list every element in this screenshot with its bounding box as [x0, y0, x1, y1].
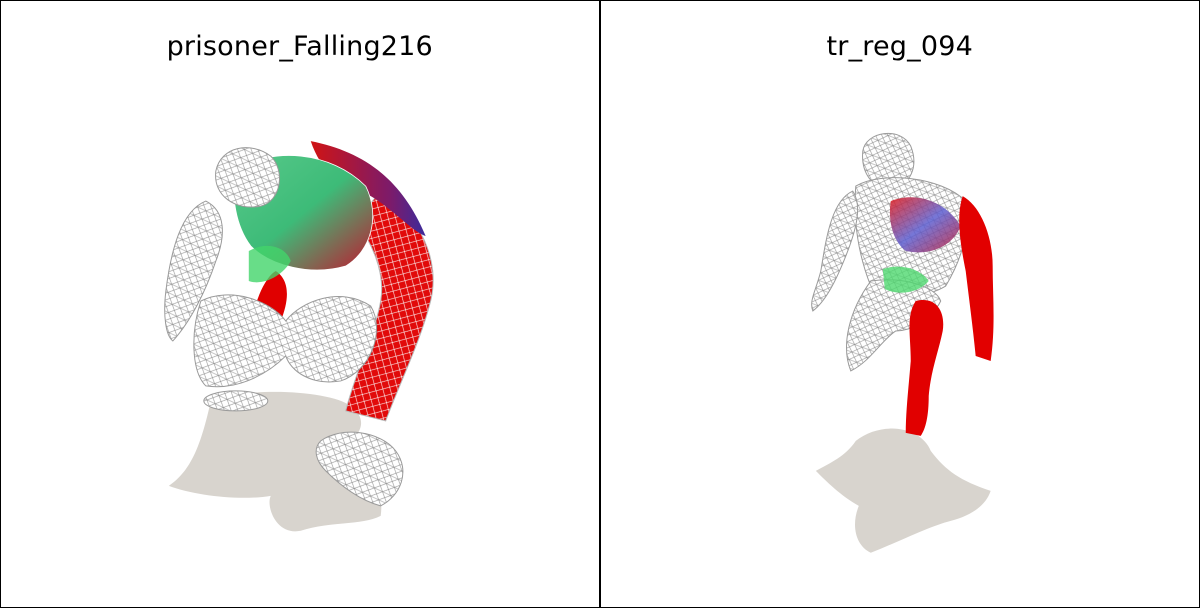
right-figure-arm-right [958, 196, 994, 361]
left-figure-hand [315, 431, 404, 507]
right-panel: tr_reg_094 [601, 1, 1200, 607]
right-panel-title: tr_reg_094 [826, 31, 973, 62]
left-figure-arm-left [164, 200, 223, 342]
left-mesh-scene [164, 141, 434, 532]
right-ground-shadow [815, 428, 991, 553]
left-panel-title: prisoner_Falling216 [166, 31, 433, 62]
right-mesh-scene [810, 132, 994, 553]
left-figure-foot [203, 390, 269, 412]
right-figure-leg-red [905, 300, 943, 436]
left-figure-green-patch [248, 245, 291, 283]
left-panel: prisoner_Falling216 [1, 1, 601, 607]
right-figure-head [861, 132, 914, 190]
left-ground-shadow [168, 391, 382, 532]
right-figure-arm-left [810, 190, 858, 312]
right-figure-green-patch [882, 266, 929, 293]
left-figure-head [215, 147, 280, 208]
left-figure-arm-right [345, 190, 434, 422]
left-figure-back [310, 141, 426, 237]
right-figure-torso-color [889, 197, 961, 253]
left-figure-lower-body [193, 294, 378, 388]
